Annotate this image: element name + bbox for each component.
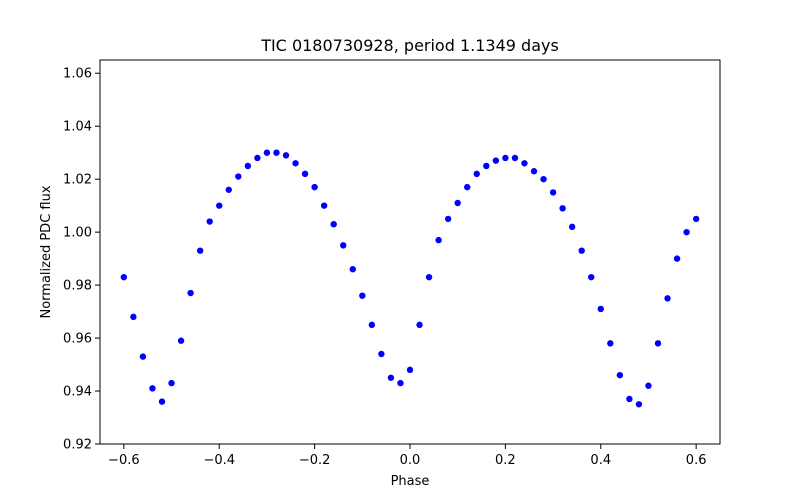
y-axis-label: Normalized PDC flux	[39, 185, 54, 318]
data-point	[139, 353, 147, 360]
y-tick-label: 1.04	[63, 120, 92, 135]
data-point	[254, 154, 261, 162]
data-point	[301, 170, 309, 178]
x-tick-label: 0.0	[400, 453, 421, 468]
data-point	[444, 215, 452, 223]
data-point	[692, 215, 700, 223]
data-point	[359, 292, 366, 299]
data-point	[206, 218, 213, 225]
y-tick-label: 0.98	[63, 279, 92, 294]
data-point	[511, 154, 519, 162]
x-tick-label: 0.4	[590, 453, 611, 468]
x-axis-ticks: −0.6 −0.4 −0.2 0.0 0.2 0.4 0.6	[108, 444, 706, 468]
data-point	[626, 395, 633, 403]
data-point	[588, 273, 595, 281]
y-tick-label: 0.92	[63, 438, 92, 453]
data-point	[435, 236, 442, 244]
data-point	[473, 170, 480, 178]
data-point	[425, 273, 433, 281]
data-point	[616, 371, 624, 379]
data-point	[654, 340, 662, 347]
data-point	[664, 295, 671, 302]
data-point	[244, 162, 252, 170]
data-point	[454, 199, 461, 207]
data-point	[368, 321, 376, 329]
data-point	[282, 152, 290, 159]
data-point	[530, 168, 538, 175]
data-point	[578, 247, 585, 254]
data-point	[683, 228, 690, 236]
data-point	[549, 189, 557, 196]
data-point	[158, 398, 166, 405]
data-point	[378, 350, 385, 358]
data-point	[340, 242, 347, 249]
data-point	[225, 186, 232, 193]
data-point	[502, 154, 509, 162]
data-point	[673, 255, 681, 262]
data-point	[196, 247, 204, 254]
x-tick-label: −0.2	[299, 453, 331, 468]
data-point	[130, 313, 137, 321]
y-tick-label: 1.02	[63, 173, 92, 188]
data-point	[187, 289, 194, 297]
data-point	[635, 401, 643, 408]
data-point	[464, 183, 471, 191]
data-point	[273, 149, 280, 156]
data-point	[311, 183, 318, 191]
x-tick-label: −0.6	[108, 453, 140, 468]
data-point	[387, 374, 395, 381]
y-tick-label: 0.96	[63, 332, 92, 347]
data-point	[235, 173, 242, 180]
x-tick-label: −0.4	[203, 453, 235, 468]
x-tick-label: 0.6	[686, 453, 707, 468]
data-point	[568, 223, 576, 231]
data-point	[177, 337, 185, 344]
data-point	[216, 202, 223, 209]
data-point	[597, 305, 604, 313]
data-point	[120, 273, 128, 281]
y-tick-label: 1.06	[63, 67, 92, 82]
data-point	[540, 175, 547, 183]
data-point	[168, 379, 175, 387]
data-point	[492, 157, 500, 164]
data-point	[559, 205, 566, 212]
data-point	[645, 382, 652, 389]
chart-title: TIC 0180730928, period 1.1349 days	[260, 36, 559, 55]
y-tick-label: 0.94	[63, 385, 92, 400]
y-axis-ticks: 0.92 0.94 0.96 0.98 1.00 1.02 1.04 1.06	[63, 67, 100, 453]
y-tick-label: 1.00	[63, 226, 92, 241]
data-point	[607, 340, 614, 347]
data-point	[416, 321, 423, 329]
data-point	[320, 202, 328, 209]
data-point	[149, 385, 156, 392]
x-tick-label: 0.2	[495, 453, 516, 468]
data-point	[406, 366, 414, 374]
data-point	[521, 160, 528, 167]
x-axis-label: Phase	[391, 474, 430, 489]
data-point	[292, 160, 299, 167]
scatter-points	[120, 149, 700, 408]
data-point	[263, 149, 271, 156]
data-point	[397, 379, 404, 387]
data-point	[349, 266, 356, 273]
data-point	[483, 162, 490, 170]
data-point	[330, 220, 337, 228]
